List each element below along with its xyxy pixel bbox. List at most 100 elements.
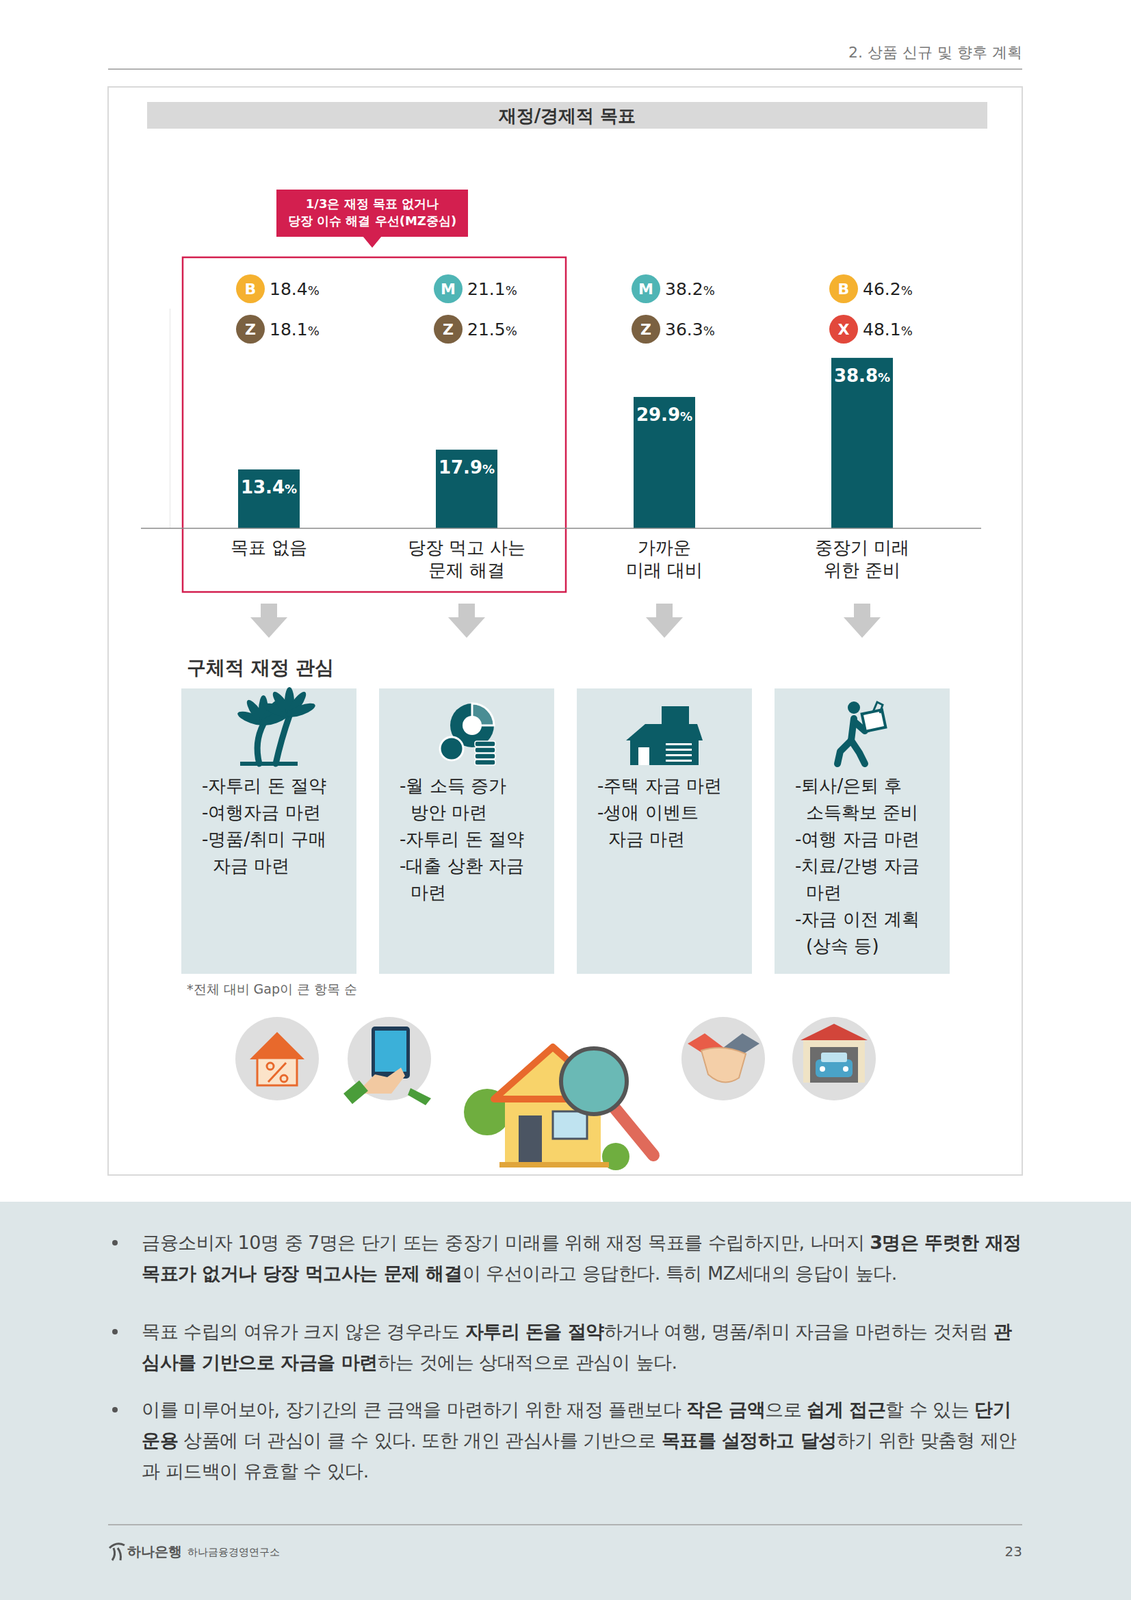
note-text: 금융소비자 10명 중 7명은 단기 또는 중장기 미래를 위해 재정 목표를 … xyxy=(141,1231,870,1253)
generation-badge xyxy=(433,314,463,344)
generation-share: 36.3% xyxy=(665,319,715,340)
title-bar xyxy=(147,101,988,129)
category-label: 당장 먹고 사는문제 해결 xyxy=(407,537,527,581)
decoration xyxy=(462,715,482,735)
note-text: 이를 미루어보아, 장기간의 큰 금액을 마련하기 위한 재정 플랜보다 xyxy=(141,1398,687,1420)
footnote: *전체 대비 Gap이 큰 항목 순 xyxy=(186,981,358,997)
generation-share: 21.5% xyxy=(467,319,518,340)
bullet xyxy=(112,1239,118,1246)
callout-text: 1/3은 재정 목표 없거나당장 이슈 해결 우선(MZ중심) xyxy=(288,196,457,228)
decoration xyxy=(665,743,692,746)
generation-letter: B xyxy=(244,280,257,298)
baseline xyxy=(140,527,982,529)
header-rule xyxy=(108,68,1023,70)
decoration xyxy=(474,759,496,765)
generation-share: 18.1% xyxy=(269,319,320,340)
decoration xyxy=(240,761,298,766)
decoration xyxy=(837,740,852,764)
note-emphasis: 자투리 돈을 절약 xyxy=(465,1320,605,1342)
value-axis xyxy=(169,308,171,529)
note-text: 하는 것에는 상대적으로 관심이 높다. xyxy=(377,1351,678,1373)
callout-box xyxy=(276,189,468,237)
generation-share: 18.4% xyxy=(269,279,320,299)
decoration xyxy=(847,701,861,714)
decoration xyxy=(374,1030,407,1072)
notes-background xyxy=(0,1201,1131,1600)
decoration xyxy=(439,736,464,761)
generation-letter: Z xyxy=(640,320,652,338)
generation-badge xyxy=(631,274,661,304)
generation-badge xyxy=(236,274,265,304)
institute: 하나금융경영연구소 xyxy=(187,1545,280,1558)
interest-item: -퇴사/은퇴 후소득확보 준비 xyxy=(795,775,919,823)
interest-item: -대출 상환 자금마련 xyxy=(399,855,525,903)
decoration xyxy=(280,1074,288,1082)
decoration xyxy=(235,1016,319,1101)
decoration xyxy=(803,1040,865,1083)
decoration xyxy=(561,1048,627,1114)
decoration xyxy=(285,700,317,720)
note-text: 상품에 더 관심이 클 수 있다. 또한 개인 관심사를 기반으로 xyxy=(177,1429,662,1451)
bar xyxy=(831,357,893,529)
generation-badge xyxy=(433,274,463,304)
decoration xyxy=(842,1066,849,1072)
decoration xyxy=(661,706,689,727)
data-label: 38.8% xyxy=(834,365,891,386)
interest-item: -치료/간병 자금마련 xyxy=(795,855,920,903)
decoration xyxy=(474,747,496,753)
decoration xyxy=(343,1080,369,1105)
decoration xyxy=(681,1016,765,1101)
generation-letter: X xyxy=(838,320,850,338)
generation-letter: M xyxy=(638,280,654,298)
interest-box xyxy=(774,688,950,974)
generation-badge xyxy=(236,314,265,344)
page-number: 23 xyxy=(1005,1542,1023,1560)
decoration xyxy=(873,702,883,713)
decoration xyxy=(821,1052,848,1062)
down-arrow xyxy=(645,617,683,638)
decoration xyxy=(474,741,496,747)
down-arrow xyxy=(853,603,871,618)
data-label: 29.9% xyxy=(636,404,693,425)
decoration xyxy=(268,1062,286,1082)
note-text: 하거나 여행, 명품/취미 자금을 마련하는 것처럼 xyxy=(604,1320,994,1342)
decoration xyxy=(862,709,887,732)
interest-item: -여행 자금 마련 xyxy=(795,828,920,850)
decoration xyxy=(638,747,650,765)
interest-box xyxy=(576,688,752,974)
note-text: 이 우선이라고 응답한다. 특히 MZ세대의 응답이 높다. xyxy=(462,1262,897,1284)
decoration xyxy=(626,723,703,741)
category-label: 목표 없음 xyxy=(230,537,308,558)
note: 목표 수립의 여유가 크지 않은 경우라도 자투리 돈을 절약하거나 여행, 명… xyxy=(108,1315,1023,1378)
generation-badge xyxy=(829,314,858,344)
footer-rule xyxy=(108,1523,1023,1526)
decoration xyxy=(257,723,264,764)
interest-item: -월 소득 증가방안 마련 xyxy=(399,775,507,823)
decoration xyxy=(518,1115,542,1165)
generation-letter: M xyxy=(440,280,456,298)
note: 이를 미루어보아, 장기간의 큰 금액을 마련하기 위한 재정 플랜보다 작은 … xyxy=(108,1393,1023,1487)
decoration xyxy=(249,1031,305,1060)
category-label: 가까운미래 대비 xyxy=(626,537,703,581)
generation-letter: B xyxy=(838,280,850,298)
generation-share: 48.1% xyxy=(862,319,913,340)
decoration xyxy=(851,740,865,764)
generation-share: 21.1% xyxy=(467,279,518,299)
interest-item: -여행자금 마련 xyxy=(201,801,321,823)
decoration xyxy=(701,1047,746,1082)
down-arrow xyxy=(656,603,673,618)
decoration xyxy=(665,759,692,762)
note-emphasis: 목표를 설정하고 달성 xyxy=(661,1429,837,1451)
decoration xyxy=(819,1066,826,1072)
generation-share: 46.2% xyxy=(862,279,913,299)
decoration xyxy=(499,1161,609,1168)
decoration xyxy=(266,1062,274,1070)
bar xyxy=(633,396,696,529)
note-text: 할 수 있는 xyxy=(885,1398,975,1420)
note-text: 으로 xyxy=(764,1398,807,1420)
interest-item: -명품/취미 구매자금 마련 xyxy=(201,828,327,876)
chart-title: 재정/경제적 목표 xyxy=(498,105,637,126)
interest-item: -자투리 돈 절약 xyxy=(201,775,327,796)
down-arrow xyxy=(458,603,475,618)
interest-item: -자금 이전 계획(상속 등) xyxy=(795,908,920,956)
